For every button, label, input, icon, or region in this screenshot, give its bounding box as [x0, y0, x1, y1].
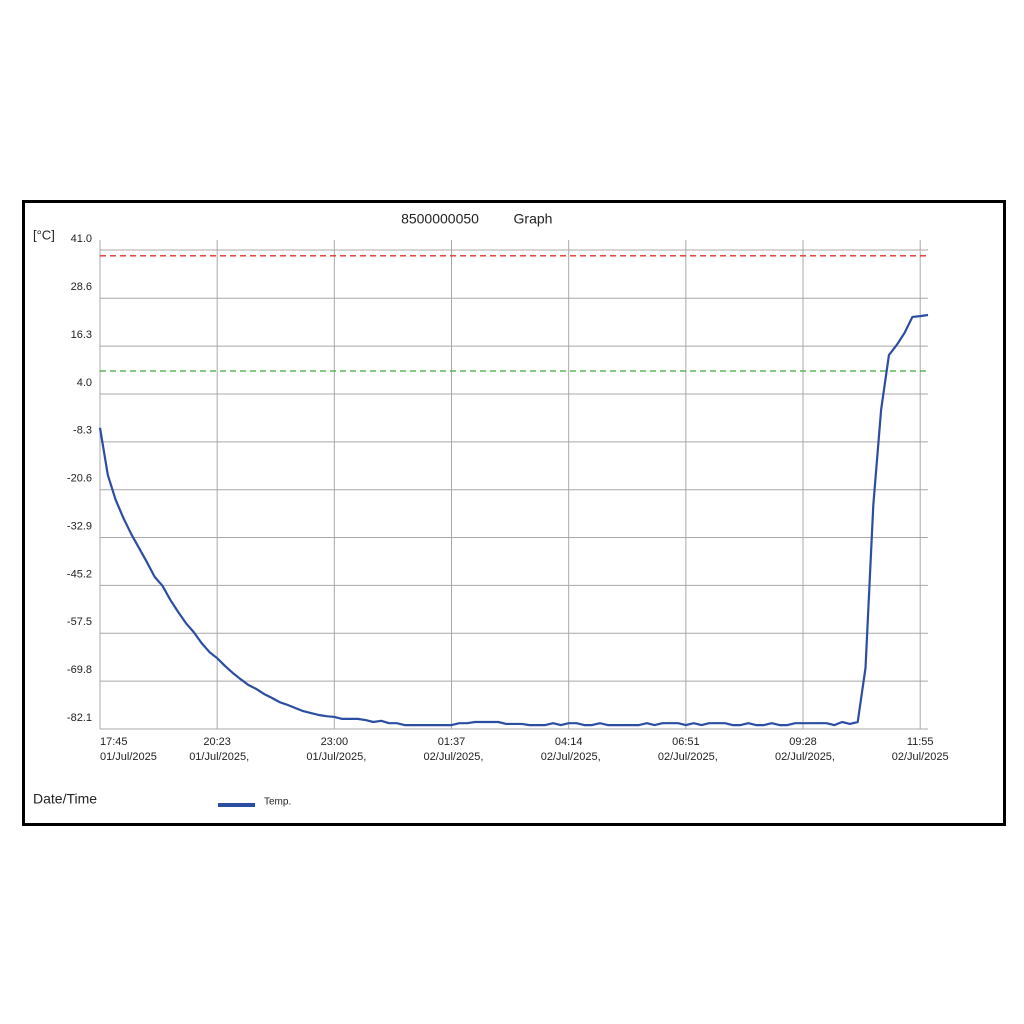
y-tick-label: -8.3 [73, 425, 92, 437]
x-tick-date: 01/Jul/2025, [306, 751, 366, 763]
y-tick-label: 4.0 [77, 377, 92, 389]
x-tick-label: 01:37 [438, 736, 466, 748]
chart-title: 8500000050 [401, 211, 479, 227]
x-tick-date: 01/Jul/2025 [100, 751, 157, 763]
y-axis-label: [°C] [33, 227, 55, 242]
x-tick-label: 09:28 [789, 736, 817, 748]
x-tick-label: 11:55 [907, 736, 934, 748]
y-tick-label: 28.6 [71, 281, 92, 293]
chart-subtitle: Graph [514, 211, 553, 227]
x-tick-label: 23:00 [321, 736, 349, 748]
x-tick-date: 01/Jul/2025, [189, 751, 249, 763]
x-axis-label: Date/Time [33, 791, 97, 807]
x-tick-label: 20:23 [203, 736, 231, 748]
y-tick-label: -57.5 [67, 616, 92, 628]
y-tick-label: -69.8 [67, 664, 92, 676]
y-tick-label: 16.3 [71, 329, 92, 341]
data-line [98, 313, 929, 727]
y-tick-label: -45.2 [67, 568, 92, 580]
x-tick-date: 02/Jul/2025, [658, 751, 718, 763]
x-tick-label: 04:14 [555, 736, 583, 748]
y-tick-label: -20.6 [67, 473, 92, 485]
x-tick-date: 02/Jul/2025, [541, 751, 601, 763]
y-tick-label: -82.1 [67, 712, 92, 724]
legend-label: Temp. [264, 797, 291, 808]
x-tick-date: 02/Jul/2025, [775, 751, 835, 763]
x-tick-label: 06:51 [672, 736, 700, 748]
frame [22, 200, 1006, 826]
y-tick-label: -32.9 [67, 520, 92, 532]
y-tick-label: 41.0 [71, 233, 92, 245]
x-tick-date: 02/Jul/2025 [892, 751, 949, 763]
x-tick-date: 02/Jul/2025, [424, 751, 484, 763]
x-tick-label: 17:45 [100, 736, 128, 748]
